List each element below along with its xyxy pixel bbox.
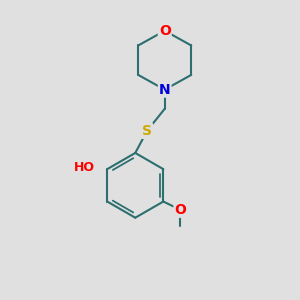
Text: N: N [159, 82, 170, 97]
Text: HO: HO [74, 161, 95, 174]
Text: S: S [142, 124, 152, 138]
Text: O: O [175, 203, 186, 217]
Text: O: O [159, 24, 171, 38]
